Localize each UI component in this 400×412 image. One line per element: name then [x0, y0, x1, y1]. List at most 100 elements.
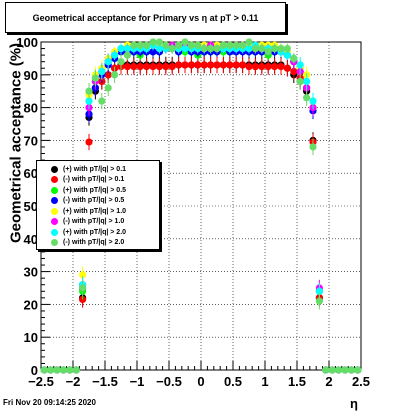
x-tick-label: 0.5	[224, 374, 242, 389]
legend-marker	[51, 239, 58, 246]
x-tick-label: 1.5	[288, 374, 306, 389]
data-point	[85, 87, 93, 95]
data-point	[251, 63, 259, 71]
x-tick-label: −2	[66, 374, 81, 389]
data-point	[213, 61, 221, 69]
x-tick-label: 0	[197, 374, 204, 389]
data-point	[187, 61, 195, 69]
data-point	[264, 48, 272, 56]
data-point	[283, 44, 291, 53]
data-point	[290, 67, 298, 76]
data-point	[117, 44, 125, 53]
data-point	[303, 94, 311, 102]
data-point	[111, 71, 119, 79]
legend-marker	[51, 165, 58, 173]
data-point	[72, 366, 80, 374]
data-point	[123, 63, 131, 71]
data-point	[143, 41, 151, 49]
data-point	[232, 61, 240, 69]
data-point	[219, 61, 227, 69]
y-tick-label: 30	[24, 265, 38, 280]
legend-entry: (+) with pT/|q| > 0.1	[41, 164, 126, 174]
data-point	[136, 41, 144, 49]
data-point	[117, 58, 125, 66]
legend-label: (-) with pT/|q| > 1.0	[63, 218, 125, 225]
chart-title: Geometrical acceptance for Primary vs η …	[5, 2, 286, 33]
data-point	[207, 44, 215, 53]
data-point	[251, 44, 259, 53]
legend-label: (-) with pT/|q| > 2.0	[63, 239, 125, 246]
data-point	[111, 51, 119, 59]
data-point	[175, 41, 183, 49]
data-point	[104, 58, 112, 66]
legend-entry: (+) with pT/|q| > 0.5	[41, 185, 126, 195]
data-point	[194, 61, 202, 69]
data-point	[290, 54, 298, 63]
data-point	[104, 71, 112, 79]
data-point	[155, 38, 163, 46]
data-point	[59, 366, 67, 374]
x-axis-label: η	[350, 396, 358, 411]
data-point	[98, 67, 106, 76]
data-point	[239, 41, 247, 49]
y-tick-labels: 0 10 20 30 40 50 60 70 80 90 100	[16, 35, 38, 378]
y-axis-label: Geometrical acceptance (%)	[7, 42, 25, 244]
data-point	[309, 97, 317, 105]
data-point	[283, 64, 291, 72]
legend-entry: (+) with pT/|q| > 2.0	[41, 227, 126, 237]
data-point	[149, 38, 157, 46]
legend-label: (-) with pT/|q| > 0.1	[63, 176, 125, 183]
data-point	[354, 366, 362, 374]
data-point	[328, 366, 336, 374]
data-point	[175, 61, 183, 69]
data-point	[85, 138, 93, 146]
data-point	[143, 63, 151, 71]
legend-marker	[51, 197, 58, 204]
data-point	[149, 48, 157, 56]
data-point	[162, 63, 170, 71]
legend-entry: (-) with pT/|q| > 0.5	[41, 196, 124, 206]
data-point	[155, 44, 163, 53]
data-point	[194, 41, 202, 49]
series-7	[40, 38, 362, 374]
data-point	[149, 63, 157, 71]
data-point	[245, 44, 253, 53]
data-point	[53, 366, 61, 374]
x-tick-label: 2.5	[352, 374, 370, 389]
x-tick-label: −1.5	[92, 374, 118, 389]
y-tick-label: 80	[24, 101, 38, 116]
y-tick-label: 90	[24, 68, 38, 83]
data-point	[168, 44, 176, 53]
data-point	[341, 366, 349, 374]
legend-label: (+) with pT/|q| > 0.1	[63, 165, 127, 173]
y-tick-label: 10	[24, 330, 38, 345]
legend: (+) with pT/|q| > 0.1 (-) with pT/|q| > …	[36, 160, 160, 250]
data-point	[264, 63, 272, 71]
data-point	[258, 44, 266, 53]
data-point	[277, 63, 285, 71]
legend-entry: (-) with pT/|q| > 1.0	[41, 217, 124, 227]
data-point	[168, 63, 176, 71]
data-point	[187, 41, 195, 49]
grid	[41, 42, 361, 370]
data-point	[47, 366, 55, 374]
legend-label: (+) with pT/|q| > 1.0	[63, 207, 127, 215]
y-tick-label: 0	[31, 363, 38, 378]
data-markers	[40, 38, 362, 374]
y-tick-label: 100	[16, 35, 38, 50]
data-point	[104, 84, 112, 92]
data-point	[303, 77, 311, 85]
data-point	[207, 61, 215, 69]
data-point	[91, 74, 99, 82]
data-point	[232, 41, 240, 49]
data-point	[123, 51, 131, 59]
legend-marker	[51, 176, 58, 183]
data-point	[258, 63, 266, 71]
data-point	[79, 284, 87, 292]
legend-label: (+) with pT/|q| > 0.5	[63, 186, 127, 194]
data-point	[98, 97, 106, 105]
data-point	[181, 38, 189, 46]
data-point	[226, 41, 234, 49]
data-point	[130, 41, 138, 49]
